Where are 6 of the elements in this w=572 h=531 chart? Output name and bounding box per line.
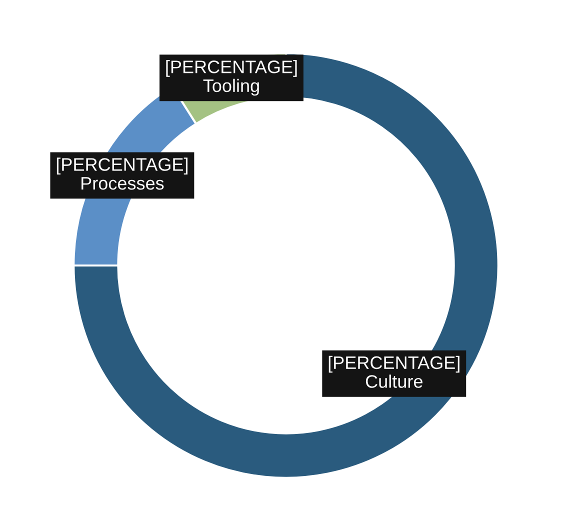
slice-label: Culture bbox=[366, 374, 422, 388]
data-label: [PERCENTAGE] bbox=[166, 60, 297, 77]
slice-label: Tooling bbox=[203, 78, 259, 96]
slice-label: Processes bbox=[82, 177, 164, 190]
data-label: [PERCENTAGE] bbox=[328, 356, 460, 373]
data-label: [PERCENTAGE] bbox=[56, 158, 188, 174]
